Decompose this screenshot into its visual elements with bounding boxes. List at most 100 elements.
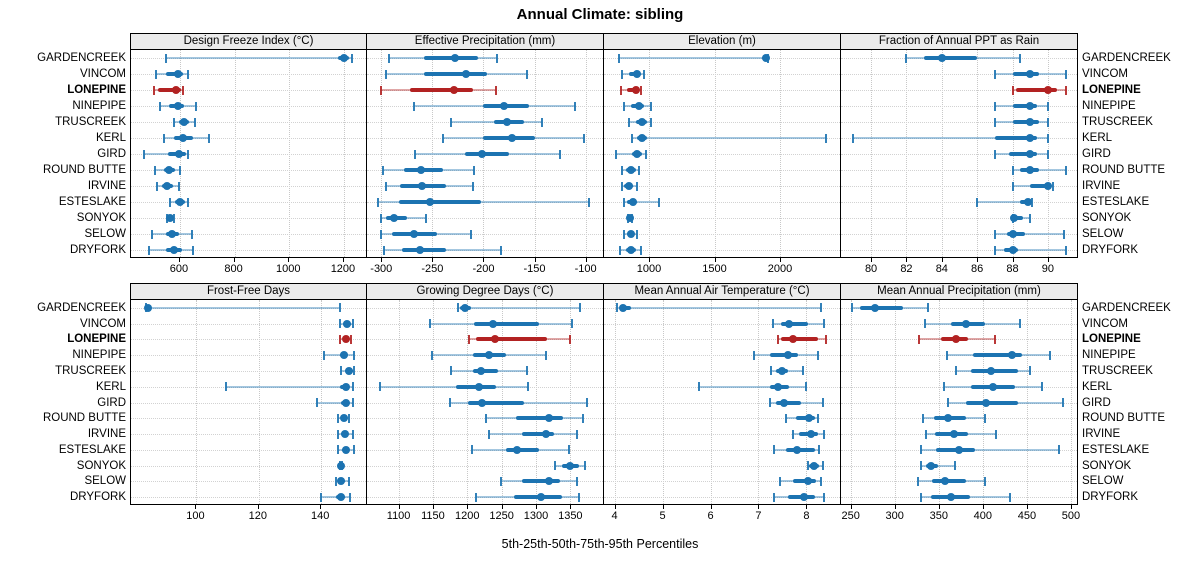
- site-label-left: TRUSCREEK: [55, 364, 126, 377]
- site-label-left: SELOW: [84, 228, 126, 240]
- whisker-cap: [441, 133, 444, 143]
- median-dot: [937, 54, 946, 62]
- x-tick: [714, 258, 716, 262]
- median-dot: [342, 335, 351, 344]
- whisker-cap: [640, 85, 643, 95]
- iqr-bar: [769, 353, 798, 358]
- site-label-left: VINCOM: [80, 317, 126, 330]
- median-dot: [955, 445, 964, 454]
- row-gridline: [841, 186, 1077, 187]
- site-label-left: NINEPIPE: [72, 349, 126, 362]
- row-gridline: [604, 218, 840, 219]
- whisker-cap: [352, 350, 355, 360]
- whisker-cap: [920, 461, 923, 471]
- median-dot: [1026, 102, 1035, 110]
- row-gridline: [604, 323, 840, 325]
- whisker-cap: [178, 181, 181, 191]
- x-tick: [483, 258, 485, 262]
- site-label-left: GARDENCREEK: [37, 52, 126, 64]
- whisker-cap: [1046, 149, 1049, 159]
- row-gridline: [841, 202, 1077, 203]
- whisker-cap: [208, 133, 211, 143]
- chart-title: Annual Climate: sibling: [516, 6, 684, 23]
- panel-plot: [367, 300, 604, 505]
- whisker-cap: [617, 53, 620, 63]
- whisker-cap: [484, 413, 487, 423]
- median-dot: [545, 477, 554, 486]
- panel-plot: [130, 300, 367, 505]
- whisker-cap: [620, 85, 623, 95]
- median-dot: [339, 351, 348, 360]
- site-label-left: NINEPIPE: [72, 100, 126, 112]
- median-dot: [792, 445, 801, 454]
- median-dot: [336, 477, 345, 486]
- x-tick: [233, 258, 235, 262]
- iqr-bar: [781, 321, 808, 326]
- whisker-cap: [823, 319, 826, 329]
- x-tick: [871, 258, 873, 262]
- panel-header: Elevation (m): [604, 33, 841, 50]
- x-tick: [982, 505, 984, 509]
- percentile-whisker: [632, 137, 826, 139]
- whisker-cap: [816, 350, 819, 360]
- median-dot: [629, 198, 638, 206]
- whisker-cap: [947, 398, 950, 407]
- median-dot: [761, 54, 770, 62]
- median-dot: [944, 414, 953, 423]
- median-dot: [1026, 134, 1035, 142]
- median-dot: [780, 398, 789, 407]
- row-gridline: [131, 234, 366, 235]
- whisker-cap: [316, 398, 319, 407]
- iqr-bar: [467, 400, 525, 405]
- whisker-cap: [824, 133, 827, 143]
- row-gridline: [604, 497, 840, 499]
- percentile-whisker: [320, 496, 351, 499]
- row-gridline: [841, 250, 1077, 251]
- whisker-cap: [923, 319, 926, 329]
- whisker-cap: [1028, 366, 1031, 376]
- whisker-cap: [1046, 117, 1049, 127]
- x-tick: [894, 505, 896, 509]
- whisker-cap: [584, 461, 587, 471]
- median-dot: [389, 214, 398, 222]
- whisker-cap: [190, 229, 193, 239]
- row-gridline: [367, 434, 603, 436]
- row-gridline: [131, 355, 366, 357]
- x-gridline: [662, 300, 664, 504]
- median-dot: [336, 493, 345, 502]
- median-dot: [477, 398, 486, 407]
- whisker-cap: [191, 245, 194, 255]
- median-dot: [638, 118, 647, 126]
- whisker-cap: [657, 197, 660, 207]
- whisker-cap: [993, 229, 996, 239]
- panel-header: Effective Precipitation (mm): [367, 33, 604, 50]
- row-gridline: [131, 339, 366, 341]
- median-dot: [638, 134, 647, 142]
- median-dot: [417, 166, 426, 174]
- row-gridline: [131, 418, 366, 420]
- whisker-cap: [380, 229, 383, 239]
- site-label-left: DRYFORK: [69, 491, 126, 504]
- x-gridline: [234, 50, 236, 257]
- x-tick-label: 5: [659, 510, 666, 522]
- whisker-cap: [159, 101, 162, 111]
- x-tick: [850, 505, 852, 509]
- whisker-cap: [1062, 229, 1065, 239]
- x-tick: [662, 505, 664, 509]
- median-dot: [962, 319, 971, 328]
- x-tick-label: 88: [1006, 263, 1019, 275]
- whisker-cap: [1048, 350, 1051, 360]
- median-dot: [342, 445, 351, 454]
- whisker-cap: [993, 149, 996, 159]
- row-gridline: [367, 122, 603, 123]
- whisker-cap: [649, 101, 652, 111]
- whisker-cap: [752, 350, 755, 360]
- whisker-cap: [769, 366, 772, 376]
- whisker-cap: [945, 350, 948, 360]
- row-gridline: [131, 307, 366, 309]
- percentile-whisker: [143, 153, 189, 155]
- whisker-cap: [336, 429, 339, 439]
- x-tick-label: 84: [935, 263, 948, 275]
- x-tick: [535, 505, 537, 509]
- x-tick-label: 1300: [523, 510, 549, 522]
